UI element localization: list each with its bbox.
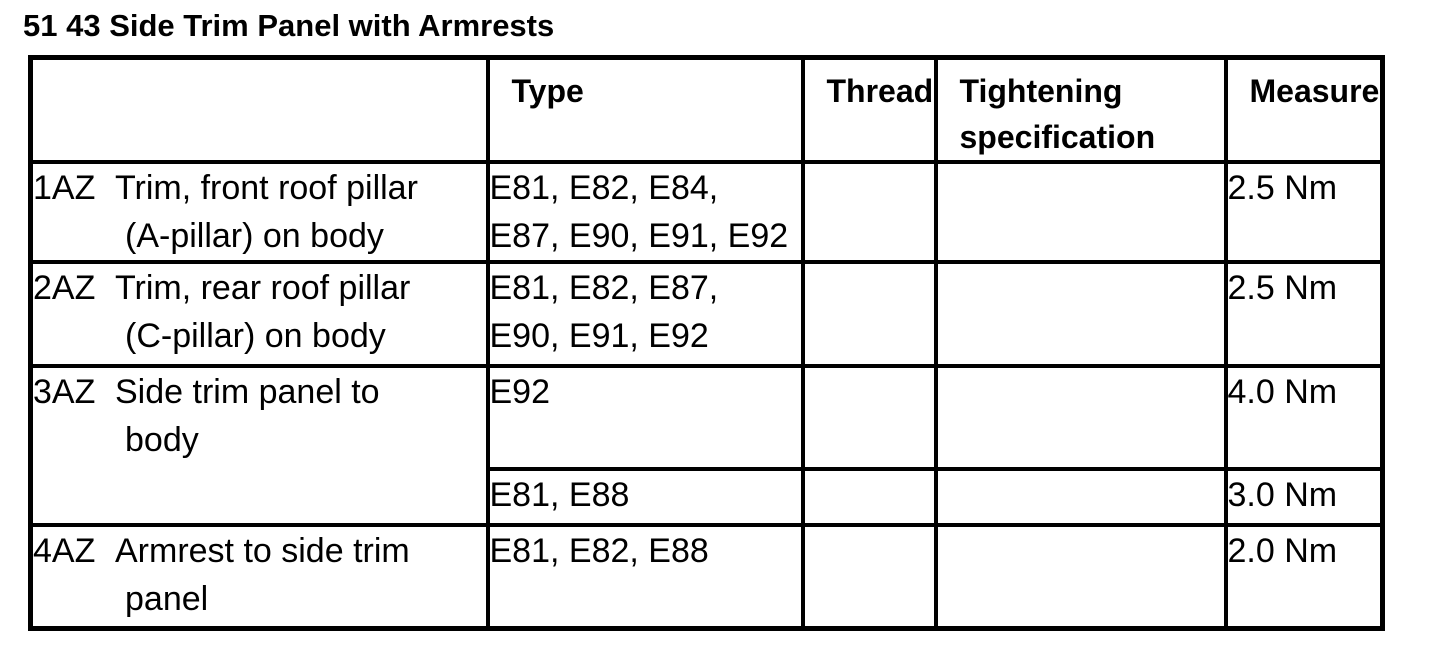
thread-cell [800,160,938,264]
measure-cell: 2.5 Nm [1223,160,1385,264]
header-row: Type Thread Tightening specification Mea… [28,55,1385,164]
item-cell: 2AZ Trim, rear roof pillar (C-pillar) on… [28,260,490,368]
thread-cell [800,364,938,471]
header-cell-measure: Measure [1223,55,1385,164]
item-cell: 4AZ Armrest to side trim panel [28,523,490,630]
item-description: Armrest to side trim panel [115,532,410,618]
thread-cell [800,260,938,368]
type-cell: E92 [485,364,805,471]
torque-spec-table: Type Thread Tightening specification Mea… [28,55,1385,631]
measure-cell: 2.0 Nm [1223,523,1385,630]
tightening-cell [933,523,1228,630]
header-cell-type: Type [485,55,805,164]
table-row-3az: 3AZ Side trim panel to body E92 4.0 Nm [28,364,1385,527]
item-code: 2AZ [33,269,96,307]
measure-cell: 3.0 Nm [1223,467,1385,527]
thread-cell [800,523,938,630]
page-title: 51 43 Side Trim Panel with Armrests [23,8,555,43]
measure-cell: 2.5 Nm [1223,260,1385,368]
item-description: Trim, front roof pillar (A-pillar) on bo… [115,169,418,255]
tightening-cell [933,467,1228,527]
item-description: Trim, rear roof pillar (C-pillar) on bod… [115,269,411,355]
tightening-cell [933,364,1228,471]
item-cell: 3AZ Side trim panel to body [28,364,490,527]
header-cell-item [28,55,490,164]
table-row-1az: 1AZ Trim, front roof pillar (A-pillar) o… [28,160,1385,264]
item-code: 4AZ [33,532,96,570]
tightening-cell [933,160,1228,264]
type-cell: E81, E82, E88 [485,523,805,630]
table-row-3az-variant: E81, E88 3.0 Nm [31,467,1385,527]
header-cell-thread: Thread [800,55,938,164]
thread-cell [800,467,938,527]
item-description: Side trim panel to body [115,373,380,459]
item-code: 3AZ [33,373,96,411]
item-code: 1AZ [33,169,96,207]
table-row-2az: 2AZ Trim, rear roof pillar (C-pillar) on… [28,260,1385,368]
table-row-4az: 4AZ Armrest to side trim panel E81, E82,… [28,523,1385,630]
header-cell-tightening-specification: Tightening specification [933,55,1228,164]
item-cell: 1AZ Trim, front roof pillar (A-pillar) o… [28,160,490,264]
type-cell: E81, E88 [485,467,805,527]
tightening-cell [933,260,1228,368]
measure-cell: 4.0 Nm [1223,364,1385,471]
type-cell: E81, E82, E87, E90, E91, E92 [485,260,805,368]
type-cell: E81, E82, E84, E87, E90, E91, E92 [485,160,805,264]
